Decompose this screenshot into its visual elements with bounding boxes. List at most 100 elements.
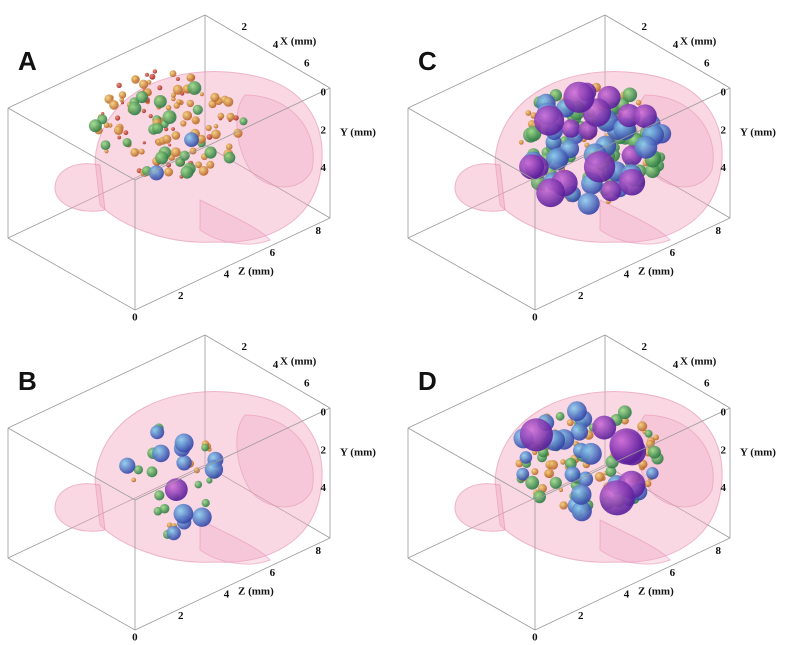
panel: A 2 4 6 X (mm) 0 2 4 Y (mm) 0 2 4 6 8 Z (mm) <box>7 14 376 324</box>
z-tick-label: 6 <box>270 247 276 259</box>
sphere <box>225 143 233 150</box>
sphere <box>525 475 540 490</box>
sphere <box>566 419 574 427</box>
box-edge <box>407 237 536 311</box>
sphere <box>179 150 190 161</box>
box-edge <box>534 87 731 181</box>
sphere <box>548 460 558 470</box>
sphere <box>516 467 530 481</box>
olfactory-bulb <box>54 483 106 532</box>
x-tick-label: 4 <box>273 359 279 371</box>
sphere <box>519 418 553 452</box>
y-tick-label: 0 <box>721 87 727 99</box>
sphere <box>117 135 122 140</box>
sphere <box>141 108 147 114</box>
box-edge <box>134 537 331 631</box>
sphere <box>145 72 149 77</box>
sphere <box>191 116 200 125</box>
sphere <box>180 120 187 127</box>
sphere <box>544 468 555 479</box>
sphere <box>115 115 121 121</box>
box-edge <box>7 334 206 429</box>
sphere <box>549 476 562 489</box>
sphere <box>130 148 140 157</box>
y-tick-label: 4 <box>721 482 727 494</box>
z-tick-label: 4 <box>624 268 630 280</box>
sphere <box>197 134 206 144</box>
sphere <box>560 459 566 465</box>
sphere <box>205 124 212 132</box>
x-tick-label: 2 <box>242 341 248 353</box>
sphere <box>618 168 646 196</box>
box-edge <box>604 14 731 89</box>
z-tick-label: 4 <box>224 588 230 600</box>
z-axis-title: Z (mm) <box>638 266 674 278</box>
sphere <box>187 81 202 95</box>
y-tick-label: 2 <box>321 124 327 136</box>
sphere <box>198 166 209 176</box>
sphere <box>116 82 122 89</box>
z-axis-title: Z (mm) <box>238 586 274 598</box>
sphere <box>119 97 124 103</box>
sphere <box>165 104 172 111</box>
box-edge <box>407 107 536 181</box>
sphere <box>525 110 532 116</box>
sphere <box>109 100 119 110</box>
sphere <box>186 73 195 82</box>
sphere <box>213 123 219 129</box>
x-tick-label: 2 <box>642 21 648 33</box>
sphere <box>166 525 181 541</box>
sphere <box>518 139 524 145</box>
x-tick-label: 6 <box>704 377 710 389</box>
sphere <box>563 81 595 113</box>
box-edge <box>407 334 606 429</box>
sphere <box>536 178 565 208</box>
sphere <box>186 99 194 108</box>
sphere <box>171 92 176 98</box>
x-tick-label: 6 <box>304 57 310 69</box>
y-tick-label: 4 <box>721 162 727 174</box>
box-edge <box>407 427 536 501</box>
box-edge <box>204 464 331 539</box>
sphere <box>173 102 180 109</box>
sphere <box>164 478 188 501</box>
z-tick-label: 4 <box>224 268 230 280</box>
box-edge <box>204 14 331 89</box>
z-tick-label: 8 <box>315 545 321 557</box>
sphere <box>159 503 170 514</box>
sphere <box>223 97 234 107</box>
z-tick-label: 6 <box>270 567 276 579</box>
y-tick-label: 0 <box>321 407 327 419</box>
sphere <box>122 138 132 147</box>
sphere <box>637 421 648 432</box>
sphere <box>171 127 176 131</box>
sphere <box>600 180 622 202</box>
sphere <box>157 85 163 91</box>
sphere <box>171 131 181 140</box>
sphere <box>653 434 659 441</box>
sphere <box>545 148 569 171</box>
olfactory-bulb <box>454 163 506 212</box>
box-edge <box>7 427 136 501</box>
sphere <box>564 466 581 483</box>
sphere <box>155 151 169 165</box>
x-axis-title: X (mm) <box>280 36 317 48</box>
sphere <box>519 451 533 464</box>
sphere <box>173 503 194 524</box>
z-tick-label: 0 <box>532 312 538 324</box>
sphere <box>135 90 148 104</box>
sphere <box>609 428 644 463</box>
box-edge <box>7 14 206 109</box>
sphere <box>217 112 225 120</box>
sphere <box>204 146 217 159</box>
sphere <box>149 73 156 80</box>
sphere <box>172 84 183 95</box>
sphere <box>152 122 164 134</box>
sphere <box>182 110 193 121</box>
sphere <box>192 507 212 527</box>
z-tick-label: 4 <box>624 588 630 600</box>
sphere <box>622 87 638 103</box>
sphere <box>567 401 587 422</box>
x-tick-label: 4 <box>273 39 279 51</box>
brain-stem <box>199 199 271 245</box>
